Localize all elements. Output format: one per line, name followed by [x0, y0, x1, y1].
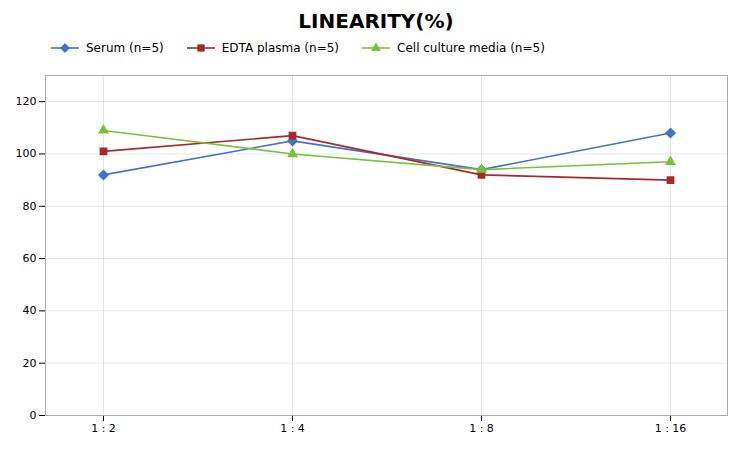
- svg-text:80: 80: [23, 200, 37, 213]
- svg-text:60: 60: [23, 252, 37, 265]
- html-text:LINEARITY(%): LINEARITY(%): [298, 9, 454, 33]
- svg-text:120: 120: [16, 95, 37, 108]
- svg-text:1 : 8: 1 : 8: [469, 422, 494, 435]
- svg-text:20: 20: [23, 357, 37, 370]
- svg-text:100: 100: [16, 147, 37, 160]
- html-text:Cell culture media (n=5): Cell culture media (n=5): [397, 41, 545, 55]
- svg-text:0: 0: [30, 409, 37, 422]
- svg-text:1 : 4: 1 : 4: [280, 422, 305, 435]
- html-text:Serum (n=5): Serum (n=5): [86, 41, 164, 55]
- svg-text:1 : 16: 1 : 16: [655, 422, 687, 435]
- svg-text:1 : 2: 1 : 2: [91, 422, 116, 435]
- svg-text:40: 40: [23, 304, 37, 317]
- html-text:EDTA plasma (n=5): EDTA plasma (n=5): [221, 41, 339, 55]
